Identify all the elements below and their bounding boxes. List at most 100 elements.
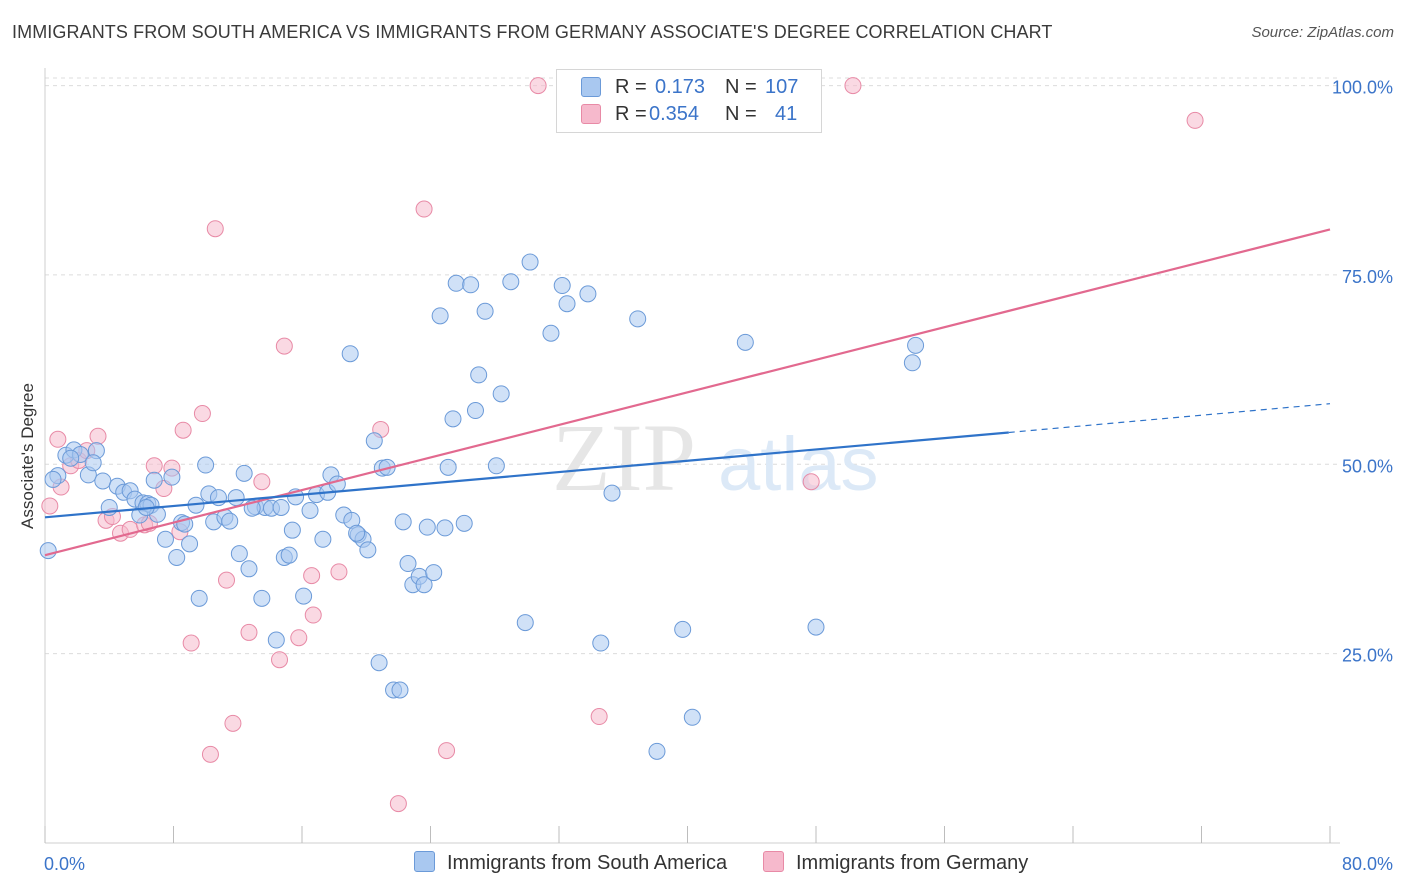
south-america-point xyxy=(903,354,921,372)
south-america-point xyxy=(674,620,692,638)
south-america-point xyxy=(683,708,701,726)
germany-point xyxy=(590,708,608,726)
south-america-point xyxy=(558,295,576,313)
south-america-point xyxy=(62,449,80,467)
tick-labels: 25.0% 50.0% 75.0% 100.0% 0.0% 80.0% xyxy=(44,78,1393,874)
germany-point xyxy=(206,220,224,238)
germany-point xyxy=(89,427,107,445)
south-america-point xyxy=(455,514,473,532)
n-label: N = xyxy=(725,103,757,125)
south-america-point xyxy=(579,285,597,303)
legend-item-germany[interactable]: Immigrants from Germany xyxy=(763,851,1028,875)
south-america-point xyxy=(629,310,647,328)
south-america-point xyxy=(253,589,271,607)
south-america-point xyxy=(240,560,258,578)
germany-point xyxy=(303,567,321,585)
germany-point xyxy=(389,795,407,813)
south-america-point xyxy=(94,472,112,490)
south-america-point xyxy=(328,475,346,493)
trend-lines xyxy=(44,228,1331,557)
south-america-point xyxy=(301,501,319,519)
watermark-zip: ZIP xyxy=(552,404,696,511)
germany-point xyxy=(1186,111,1204,129)
legend-item-south-america[interactable]: Immigrants from South America xyxy=(414,851,727,875)
gridlines xyxy=(45,77,1340,655)
r-label: R = xyxy=(615,103,647,125)
south-america-point xyxy=(476,302,494,320)
germany-point xyxy=(182,634,200,652)
south-america-point xyxy=(227,489,245,507)
south-america-point xyxy=(197,456,215,474)
south-america-point xyxy=(399,555,417,573)
south-america-point xyxy=(394,513,412,531)
south-america-point xyxy=(542,324,560,342)
germany-point xyxy=(271,651,289,669)
south-america-point xyxy=(444,410,462,428)
south-america-trend-extension xyxy=(1008,403,1331,434)
y-tick-label: 25.0% xyxy=(1342,646,1393,666)
south-america-point xyxy=(462,276,480,294)
germany-point xyxy=(253,473,271,491)
germany-point xyxy=(193,405,211,423)
watermark: ZIP atlas xyxy=(552,404,879,511)
south-america-point xyxy=(425,564,443,582)
south-america-points xyxy=(39,253,925,760)
south-america-point xyxy=(436,519,454,537)
south-america-point xyxy=(280,546,298,564)
germany-point xyxy=(240,623,258,641)
stats-row-germany: R = 0.354 N = 41 xyxy=(557,101,821,127)
y-tick-label: 50.0% xyxy=(1342,456,1393,476)
south-america-point xyxy=(492,385,510,403)
r-label: R = xyxy=(615,76,647,98)
south-america-point xyxy=(516,614,534,632)
south-america-point xyxy=(145,471,163,489)
germany-point xyxy=(275,337,293,355)
south-america-point xyxy=(391,681,409,699)
south-america-point xyxy=(502,273,520,291)
south-america-point xyxy=(39,542,57,560)
south-america-legend-swatch xyxy=(414,851,435,872)
south-america-point xyxy=(156,530,174,548)
south-america-point xyxy=(163,468,181,486)
south-america-point xyxy=(295,587,313,605)
stats-row-south-america: R = 0.173 N = 107 xyxy=(557,74,821,100)
south-america-point xyxy=(466,402,484,420)
south-america-point xyxy=(283,521,301,539)
south-america-point xyxy=(181,535,199,553)
germany-point xyxy=(415,200,433,218)
germany-point xyxy=(224,714,242,732)
south-america-point xyxy=(470,366,488,384)
south-america-point xyxy=(314,530,332,548)
stats-legend: R = 0.173 N = 107 R = 0.354 N = 41 xyxy=(556,69,822,133)
germany-point xyxy=(49,430,67,448)
south-america-point xyxy=(447,274,465,292)
south-america-trend-line xyxy=(44,431,1009,519)
y-axis-label: Associate's Degree xyxy=(18,383,37,529)
south-america-point xyxy=(44,470,62,488)
source-label: Source: ZipAtlas.com xyxy=(1251,24,1394,41)
germany-point xyxy=(330,563,348,581)
germany-point xyxy=(201,745,219,763)
south-america-point xyxy=(907,336,925,354)
south-america-point xyxy=(592,634,610,652)
germany-legend-swatch xyxy=(763,851,784,872)
legend-label: Immigrants from Germany xyxy=(796,852,1029,874)
germany-swatch xyxy=(581,104,601,124)
r-value: 0.173 xyxy=(655,76,706,98)
south-america-point xyxy=(370,654,388,672)
south-america-point xyxy=(415,576,433,594)
germany-point xyxy=(218,571,236,589)
y-tick-label: 100.0% xyxy=(1332,78,1393,98)
south-america-point xyxy=(807,618,825,636)
south-america-point xyxy=(230,545,248,563)
south-america-point xyxy=(190,589,208,607)
germany-point xyxy=(844,77,862,95)
south-america-point xyxy=(418,518,436,536)
south-america-point xyxy=(84,454,102,472)
germany-point xyxy=(145,457,163,475)
germany-point xyxy=(529,77,547,95)
germany-points xyxy=(41,77,1204,813)
south-america-point xyxy=(168,548,186,566)
germany-point xyxy=(802,473,820,491)
